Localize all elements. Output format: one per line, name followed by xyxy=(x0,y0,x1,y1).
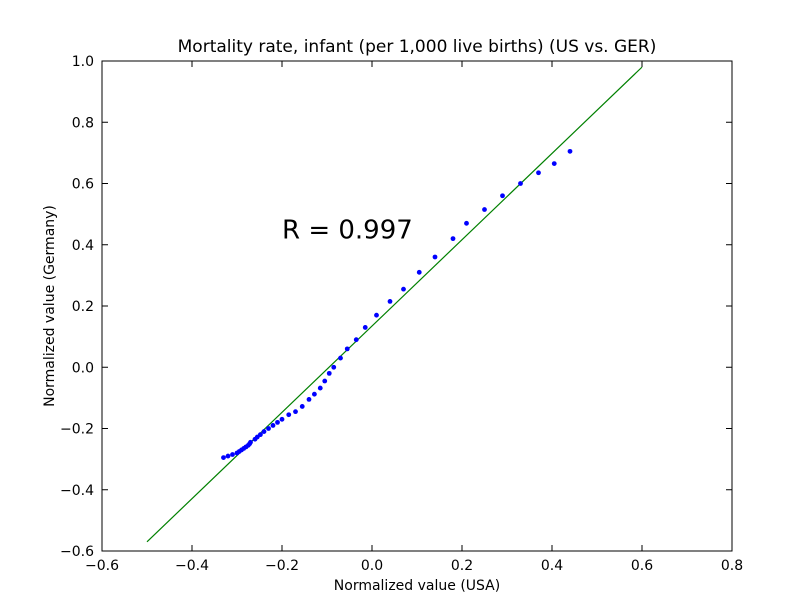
data-point xyxy=(500,193,505,199)
x-tick-label: 0.8 xyxy=(721,558,743,574)
data-point xyxy=(401,286,406,292)
data-point xyxy=(536,170,541,176)
data-point xyxy=(299,404,305,409)
y-tick-label: −0.6 xyxy=(60,544,94,560)
data-point xyxy=(353,337,359,343)
x-tick-label: −0.6 xyxy=(85,558,119,574)
x-tick-label: 0.6 xyxy=(631,558,653,574)
data-point xyxy=(374,312,379,318)
fit-line xyxy=(146,66,643,543)
y-tick-label: −0.2 xyxy=(60,422,94,438)
data-point xyxy=(450,236,456,242)
data-point xyxy=(362,325,368,330)
x-tick-label: 0.0 xyxy=(361,558,383,574)
data-point xyxy=(464,220,469,226)
x-axis-label: Normalized value (USA) xyxy=(334,578,500,594)
data-point xyxy=(482,207,487,212)
data-point xyxy=(312,391,317,397)
data-point xyxy=(270,423,276,428)
data-point xyxy=(258,432,263,438)
data-point xyxy=(261,429,267,434)
data-point xyxy=(293,409,298,415)
data-point xyxy=(275,419,280,425)
x-tick-label: −0.2 xyxy=(265,558,299,574)
data-point xyxy=(326,370,332,376)
data-point xyxy=(286,412,292,418)
data-point xyxy=(331,364,337,370)
data-point xyxy=(279,416,285,422)
data-point xyxy=(225,453,231,459)
y-tick-label: 0.8 xyxy=(72,115,94,131)
data-point xyxy=(344,346,350,352)
y-tick-label: 0.0 xyxy=(72,360,94,376)
data-point xyxy=(317,385,323,391)
y-tick-label: 1.0 xyxy=(72,54,94,70)
y-tick-label: 0.4 xyxy=(72,238,94,254)
chart-title: Mortality rate, infant (per 1,000 live b… xyxy=(178,37,657,57)
data-point xyxy=(518,181,523,186)
data-point xyxy=(551,161,557,166)
data-point xyxy=(338,355,343,361)
correlation-annotation: R = 0.997 xyxy=(282,216,413,246)
y-tick-label: 0.2 xyxy=(72,299,94,315)
data-point xyxy=(387,299,393,304)
data-point xyxy=(230,452,235,457)
data-point xyxy=(416,269,422,275)
y-axis-label: Normalized value (Germany) xyxy=(42,205,58,407)
x-tick-label: 0.4 xyxy=(541,558,563,574)
plot-area-frame xyxy=(101,60,733,552)
x-tick-label: −0.4 xyxy=(175,558,209,574)
y-tick-label: 0.6 xyxy=(72,177,94,193)
data-point xyxy=(266,426,271,431)
data-point xyxy=(432,254,438,260)
data-point xyxy=(567,148,573,154)
data-point xyxy=(322,378,328,384)
data-point xyxy=(248,439,253,445)
y-tick-label: −0.4 xyxy=(60,483,94,499)
data-point xyxy=(221,455,226,460)
data-point xyxy=(306,397,312,402)
x-tick-label: 0.2 xyxy=(451,558,473,574)
